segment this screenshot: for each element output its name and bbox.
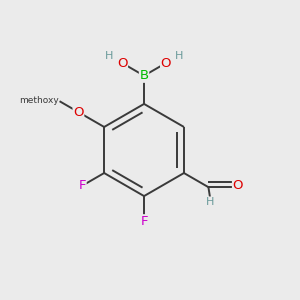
Text: H: H: [206, 197, 214, 207]
Text: B: B: [140, 69, 148, 82]
Text: F: F: [79, 179, 86, 192]
Text: H: H: [105, 51, 113, 61]
Text: O: O: [117, 57, 128, 70]
Text: O: O: [161, 57, 171, 70]
Text: methoxy: methoxy: [19, 96, 59, 105]
Text: O: O: [232, 179, 243, 192]
Text: H: H: [175, 51, 183, 61]
Text: F: F: [140, 215, 148, 228]
Text: O: O: [73, 106, 84, 118]
